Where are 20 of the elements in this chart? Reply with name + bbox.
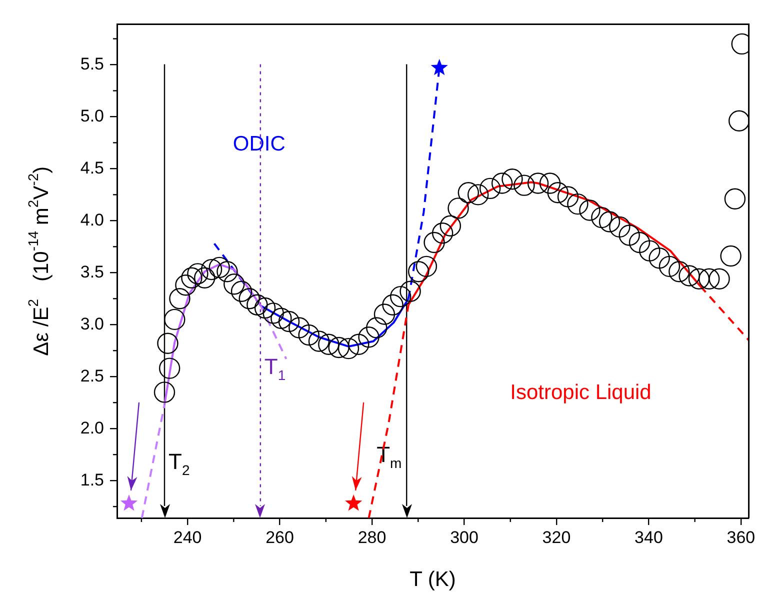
x-tick-label: 320 bbox=[542, 528, 571, 547]
y-tick-label: 1.5 bbox=[80, 470, 104, 490]
y-tick-label: 3.5 bbox=[80, 262, 104, 282]
y-tick-label: 4.5 bbox=[80, 158, 104, 178]
text: Δε /E2 (10-14 m2V-2) bbox=[24, 166, 53, 356]
x-tick-label: 240 bbox=[173, 528, 202, 547]
x-tick-label: 360 bbox=[726, 528, 756, 547]
x-tick-label: 340 bbox=[634, 528, 663, 547]
y-tick-label: 3.0 bbox=[80, 314, 104, 334]
x-tick-label: 260 bbox=[266, 528, 294, 547]
annotation: ODIC bbox=[232, 132, 286, 156]
y-tick-label: 2.5 bbox=[80, 366, 104, 386]
y-tick-label: 4.0 bbox=[80, 210, 104, 230]
annotation: Isotropic Liquid bbox=[510, 380, 652, 404]
x-tick-label: 280 bbox=[358, 528, 386, 547]
x-axis-title: T (K) bbox=[410, 568, 456, 591]
x-tick-label: 300 bbox=[450, 528, 478, 547]
y-tick-label: 2.0 bbox=[80, 418, 104, 438]
y-tick-label: 5.5 bbox=[80, 54, 104, 74]
y-tick-label: 5.0 bbox=[80, 106, 104, 126]
